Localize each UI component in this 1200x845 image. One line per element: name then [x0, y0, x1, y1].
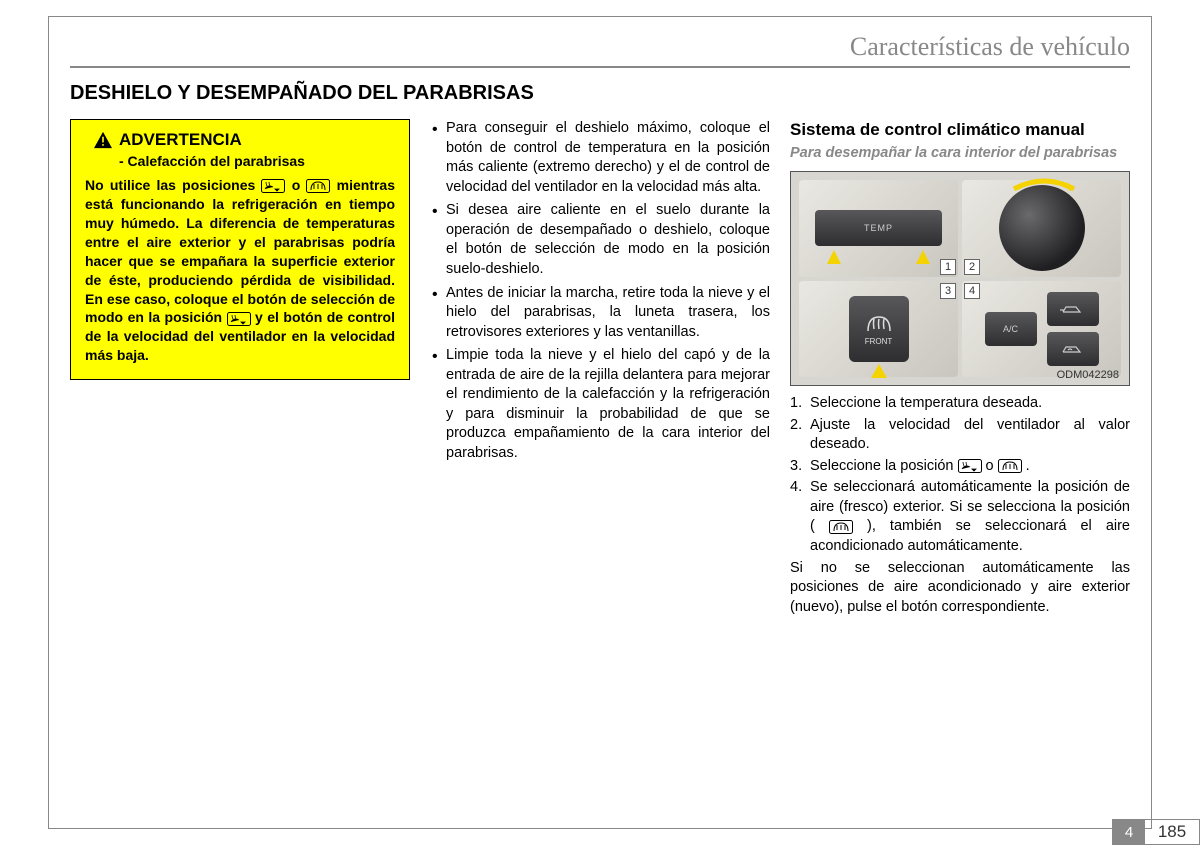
- column-middle: Para conseguir el deshielo máximo, coloq…: [430, 119, 770, 617]
- ac-button: A/C: [985, 312, 1037, 346]
- page-number: 4 185: [1112, 819, 1200, 845]
- fan-dial: [999, 185, 1085, 271]
- floor-defrost-icon: [958, 459, 982, 473]
- figure-num: 3: [940, 283, 956, 299]
- dial-arrow-icon: [1009, 177, 1079, 191]
- defrost-icon: [864, 311, 894, 335]
- figure-label: ODM042298: [1057, 369, 1119, 381]
- arrow-up-icon: [827, 250, 841, 264]
- page-title: DESHIELO Y DESEMPAÑADO DEL PARABRISAS: [70, 82, 1130, 105]
- warning-triangle-icon: [93, 131, 113, 149]
- defrost-icon: [998, 459, 1022, 473]
- list-item: Si desea aire caliente en el suelo duran…: [430, 201, 770, 279]
- chapter-number: 4: [1113, 820, 1145, 844]
- trailing-paragraph: Si no se seleccionan automáticamente las…: [790, 559, 1130, 618]
- warning-subtitle: - Calefacción del parabrisas: [119, 152, 395, 170]
- temp-label: TEMP: [864, 223, 893, 233]
- arrow-up-icon: [871, 364, 887, 378]
- arrow-up-icon: [916, 250, 930, 264]
- list-item: Antes de iniciar la marcha, retire toda …: [430, 284, 770, 343]
- list-item: Se seleccionará automáticamente la posic…: [790, 478, 1130, 556]
- panel4-inner: A/C: [962, 292, 1121, 366]
- page-no: 185: [1145, 820, 1199, 844]
- step-text: o: [986, 458, 998, 474]
- defrost-icon: [829, 520, 853, 534]
- warning-title: ADVERTENCIA: [119, 130, 242, 150]
- warning-box: ADVERTENCIA - Calefacción del parabrisas…: [70, 119, 410, 380]
- defrost-icon: [306, 179, 330, 193]
- ac-label: A/C: [1003, 324, 1018, 334]
- temp-button: TEMP: [815, 210, 942, 246]
- front-defrost-button: FRONT: [849, 296, 909, 362]
- car-fresh-icon: [1060, 302, 1086, 316]
- warning-text: No utilice las posiciones: [85, 177, 261, 193]
- step-text: .: [1026, 458, 1030, 474]
- car-recirc-icon: [1060, 342, 1086, 356]
- section-header: Características de vehículo: [850, 32, 1130, 62]
- fresh-air-button: [1047, 292, 1099, 326]
- sub-italic: Para desempañar la cara interior del par…: [790, 144, 1130, 163]
- figure-panel-2: 2: [962, 180, 1121, 277]
- warning-text: mientras está funcionando la refrigeraci…: [85, 177, 395, 325]
- list-item: Limpie toda la nieve y el hielo del capó…: [430, 346, 770, 463]
- warning-body: No utilice las posiciones o mientras est…: [85, 176, 395, 365]
- columns: ADVERTENCIA - Calefacción del parabrisas…: [70, 119, 1130, 617]
- warning-text: o: [292, 177, 307, 193]
- step-text: Seleccione la posición: [810, 458, 958, 474]
- content: DESHIELO Y DESEMPAÑADO DEL PARABRISAS AD…: [70, 82, 1130, 805]
- figure: TEMP 1 2: [790, 171, 1130, 386]
- warning-heading: ADVERTENCIA: [85, 130, 395, 150]
- subheading: Sistema de control climático manual: [790, 119, 1130, 140]
- bullet-list: Para conseguir el deshielo máximo, coloq…: [430, 119, 770, 464]
- list-item: Seleccione la posición o .: [790, 457, 1130, 477]
- figure-panel-1: TEMP 1: [799, 180, 958, 277]
- floor-defrost-icon: [227, 312, 251, 326]
- header-rule: [70, 66, 1130, 68]
- recirc-button: [1047, 332, 1099, 366]
- step-text: ), también se seleccionará el aire acond…: [810, 518, 1130, 554]
- figure-grid: TEMP 1 2: [799, 180, 1121, 377]
- list-item: Ajuste la velocidad del ventilador al va…: [790, 416, 1130, 455]
- column-right: Sistema de control climático manual Para…: [790, 119, 1130, 617]
- figure-num: 1: [940, 259, 956, 275]
- numbered-list: Seleccione la temperatura deseada. Ajust…: [790, 394, 1130, 557]
- figure-panel-3: FRONT 3: [799, 281, 958, 378]
- list-item: Seleccione la temperatura deseada.: [790, 394, 1130, 414]
- floor-defrost-icon: [261, 179, 285, 193]
- list-item: Para conseguir el deshielo máximo, coloq…: [430, 119, 770, 197]
- column-left: ADVERTENCIA - Calefacción del parabrisas…: [70, 119, 410, 617]
- figure-num: 2: [964, 259, 980, 275]
- front-label: FRONT: [865, 337, 893, 346]
- recirc-stack: [1047, 292, 1099, 366]
- figure-num: 4: [964, 283, 980, 299]
- figure-panel-4: A/C 4: [962, 281, 1121, 378]
